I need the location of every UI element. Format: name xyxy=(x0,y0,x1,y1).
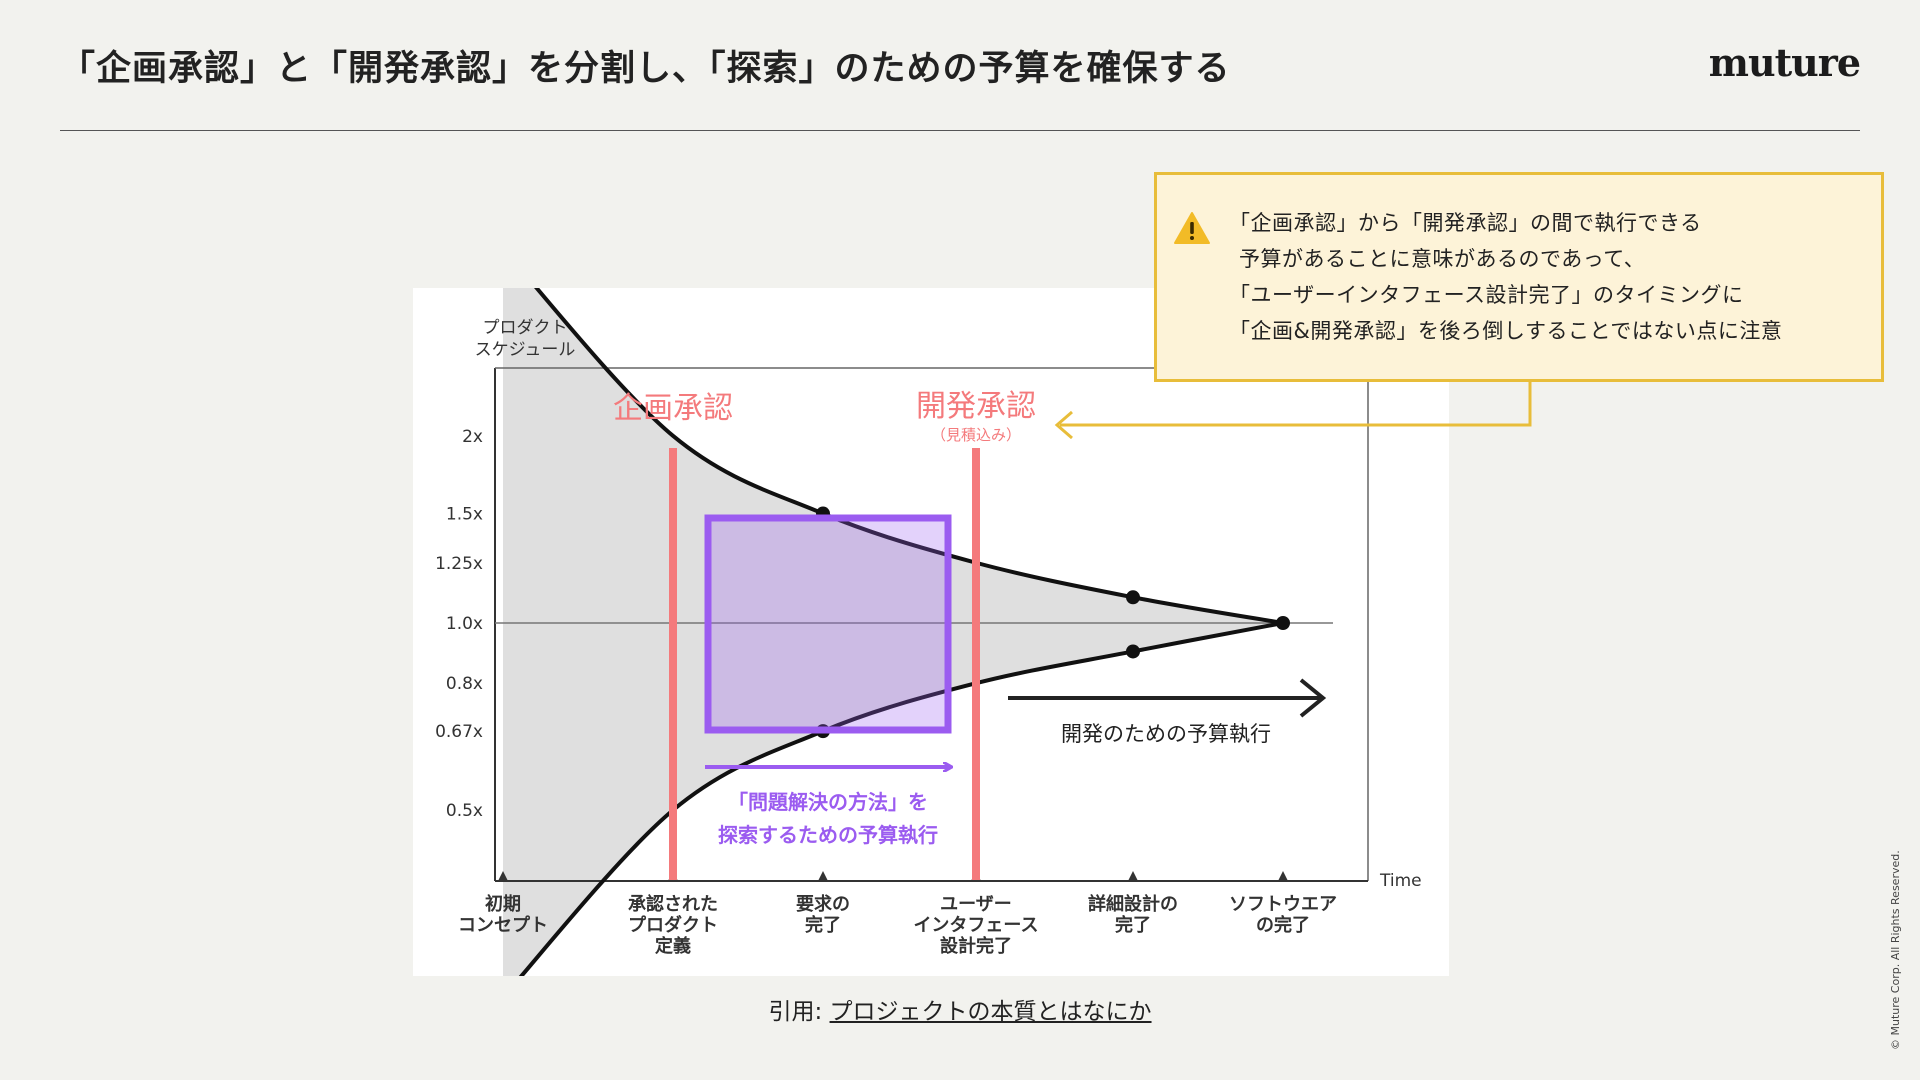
milestone-label: ソフトウエア xyxy=(1229,894,1337,915)
title-divider xyxy=(60,130,1860,131)
milestone-label: 定義 xyxy=(655,935,691,957)
milestone-label: 承認された xyxy=(628,893,718,915)
milestone-marker xyxy=(1128,871,1138,881)
warning-icon xyxy=(1173,211,1211,249)
milestone-label: インタフェース xyxy=(913,915,1038,936)
citation-prefix: 引用: xyxy=(768,999,830,1025)
plan-approval-label: 企画承認 xyxy=(613,391,733,426)
series-upper-line xyxy=(534,288,1284,625)
citation-link[interactable]: プロジェクトの本質とはなにか xyxy=(829,999,1152,1025)
muture-logo: muture xyxy=(1708,40,1861,85)
callout-text: 「企画承認」から「開発承認」の間で執行できる 予算があることに意味があるのであっ… xyxy=(1229,205,1782,349)
series-lower-point xyxy=(1126,644,1140,659)
slide-title: 「企画承認」と「開発承認」を分割し、「探索」のための予算を確保する xyxy=(60,49,1231,89)
dev-budget-arrowhead xyxy=(1299,678,1327,718)
y-tick-label: 2x xyxy=(462,427,483,447)
milestone-label: プロダクト xyxy=(628,914,718,936)
y-tick-label: 1.25x xyxy=(435,554,483,574)
citation-caption: 引用: プロジェクトの本質とはなにか xyxy=(0,992,1920,1026)
series-upper-point xyxy=(1276,616,1290,630)
exploration-label-line1: 「問題解決の方法」を xyxy=(728,790,928,814)
dev-approval-sublabel: （見積込み） xyxy=(931,426,1021,444)
callout-line-3: 「ユーザーインタフェース設計完了」のタイミングに xyxy=(1229,283,1744,307)
milestone-label: 設計完了 xyxy=(940,935,1012,957)
milestone-label: コンセプト xyxy=(458,914,548,936)
milestone-marker xyxy=(818,871,828,881)
callout-line-1: 「企画承認」から「開発承認」の間で執行できる xyxy=(1229,211,1702,235)
copyright-notice: © Muture Corp. All Rights Reserved. xyxy=(1889,850,1902,1050)
callout-line-2: 予算があることに意味があるのであって、 xyxy=(1239,247,1646,271)
milestone-label: 詳細設計の xyxy=(1088,893,1178,915)
milestone-label: ユーザー xyxy=(940,894,1012,915)
milestone-label: 完了 xyxy=(1115,914,1151,936)
funnel-area xyxy=(503,288,1283,976)
milestone-label: 要求の xyxy=(796,893,850,915)
xlabel-time: Time xyxy=(1379,871,1422,891)
ylabel-line1: プロダクト xyxy=(483,318,568,338)
caution-callout: 「企画承認」から「開発承認」の間で執行できる 予算があることに意味があるのであっ… xyxy=(1154,172,1884,382)
milestone-marker xyxy=(498,871,508,881)
milestone-marker xyxy=(1278,871,1288,881)
milestone-label: 完了 xyxy=(805,914,841,936)
funnel-fill xyxy=(503,288,1283,976)
y-tick-label: 0.8x xyxy=(446,674,483,694)
milestone-label: 初期 xyxy=(485,893,521,915)
milestone-label: の完了 xyxy=(1256,914,1310,936)
series-lower-line xyxy=(518,621,1284,976)
series-upper-point xyxy=(1126,590,1140,605)
exploration-label-line2: 探索するための予算執行 xyxy=(718,823,938,847)
y-tick-label: 1.0x xyxy=(446,614,483,634)
y-tick-label: 0.5x xyxy=(446,801,483,821)
ylabel-line2: スケジュール xyxy=(475,340,576,360)
y-tick-label: 0.67x xyxy=(435,722,483,742)
dev-approval-label: 開発承認 xyxy=(916,389,1036,424)
y-tick-label: 1.5x xyxy=(446,505,483,525)
dev-budget-label: 開発のための予算執行 xyxy=(1061,722,1271,746)
exploration-box xyxy=(704,514,952,734)
callout-line-4: 「企画&開発承認」を後ろ倒しすることではない点に注意 xyxy=(1229,319,1783,343)
